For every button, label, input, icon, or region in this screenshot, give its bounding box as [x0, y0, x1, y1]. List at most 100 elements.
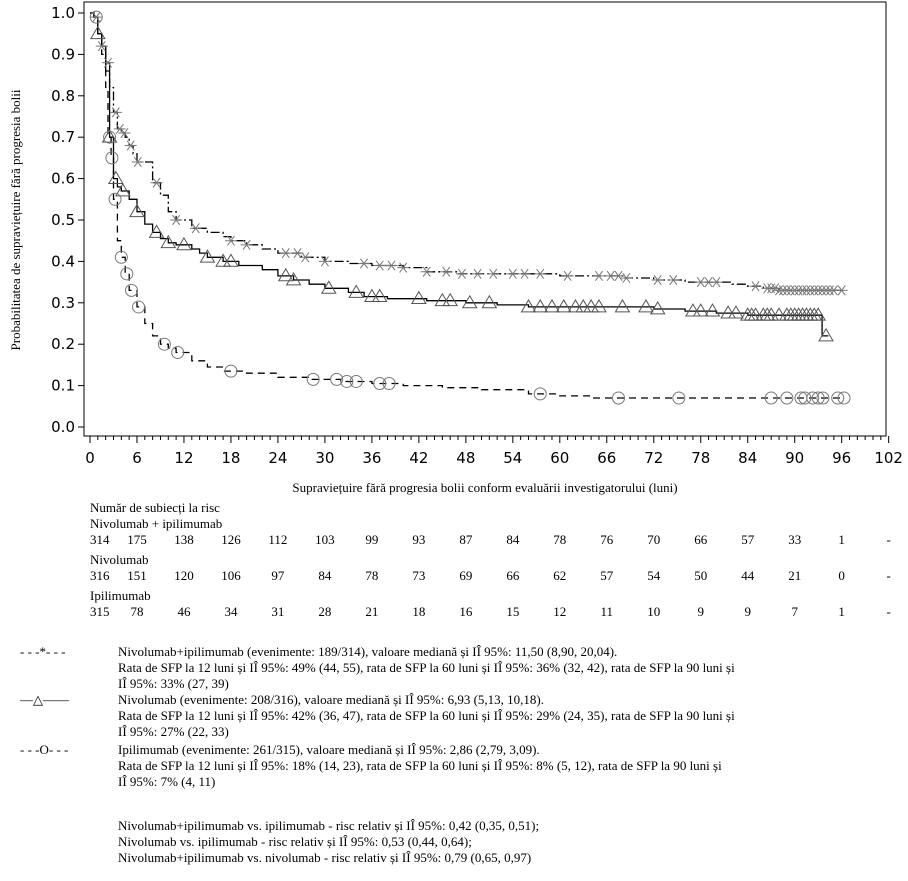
risk-cell: 34: [224, 604, 238, 619]
x-tick-label: 78: [691, 449, 710, 467]
risk-cell: 31: [271, 604, 285, 619]
legend-text: Ipilimumab (evenimente: 261/315), valoar…: [118, 742, 540, 757]
risk-cell: 99: [365, 532, 379, 547]
censor-star: [487, 268, 500, 279]
censor-circle: [124, 283, 138, 297]
censor-triangle: [89, 25, 106, 40]
censor-star: [455, 268, 468, 279]
censor-triangle: [728, 305, 744, 319]
censor-star: [109, 107, 122, 118]
risk-cell: 66: [694, 532, 708, 547]
censor-triangle: [223, 253, 239, 267]
censor-star: [620, 272, 633, 284]
x-tick-label: 72: [644, 449, 663, 467]
x-axis-label: Supraviețuire fără progresia bolii confo…: [292, 480, 677, 495]
risk-cell: 57: [600, 568, 614, 583]
censor-star: [667, 274, 680, 286]
x-tick-label: 96: [832, 449, 851, 467]
censor-star: [440, 266, 453, 277]
censor-star: [561, 270, 574, 281]
risk-cell: 78: [365, 568, 379, 583]
legend-text: IÎ 95%: 27% (22, 33): [118, 724, 229, 739]
censor-star: [769, 283, 782, 294]
risk-group-label: Ipilimumab: [90, 588, 151, 603]
risk-group-label: Nivolumab + ipilimumab: [90, 516, 223, 531]
plot-frame: [83, 1, 887, 437]
risk-cell: 314: [90, 532, 110, 547]
risk-cell: 93: [412, 532, 426, 547]
censor-circle: [89, 10, 103, 24]
risk-cell: 70: [647, 532, 661, 547]
censor-star: [291, 248, 304, 259]
risk-cell: 50: [694, 568, 708, 583]
risk-cell: 57: [741, 532, 755, 547]
censor-circle: [672, 391, 686, 405]
risk-cell: 28: [318, 604, 332, 619]
risk-cell: 97: [271, 568, 285, 583]
censor-circle: [105, 151, 119, 165]
risk-cell: 15: [506, 604, 520, 619]
risk-cell: 21: [365, 604, 379, 619]
y-tick-label: 0.9: [51, 45, 75, 63]
censor-star: [534, 268, 547, 279]
censor-circle: [831, 391, 845, 405]
risk-cell: 11: [600, 604, 614, 619]
risk-cell: 1: [838, 604, 845, 619]
legend-text: Nivolumab+ipilimumab (evenimente: 189/31…: [118, 644, 618, 659]
risk-cell: 84: [318, 568, 332, 583]
risk-cell: 69: [459, 568, 473, 583]
censor-circle: [340, 374, 354, 388]
censor-triangle: [199, 249, 216, 263]
x-tick-label: 6: [132, 449, 142, 467]
risk-cell: 1: [838, 532, 845, 547]
censor-star: [318, 256, 331, 267]
risk-cell: 62: [553, 568, 567, 583]
hazard-ratio-text: Nivolumab+ipilimumab vs. nivolumab - ris…: [118, 850, 532, 865]
censor-circle: [382, 377, 396, 391]
censor-triangle: [747, 307, 764, 321]
censor-star: [373, 260, 386, 271]
censor-circle: [349, 374, 363, 388]
censor-circle: [798, 391, 812, 405]
risk-cell: 175: [127, 532, 147, 547]
censor-circle: [157, 337, 171, 351]
censor-star: [170, 214, 183, 226]
risk-cell: 103: [315, 532, 335, 547]
x-tick-label: 66: [597, 449, 616, 467]
censor-star: [279, 248, 292, 259]
x-tick-label: 0: [85, 449, 95, 467]
x-tick-label: 102: [874, 449, 903, 467]
risk-cell: 0: [838, 568, 845, 583]
risk-cell: 44: [741, 568, 755, 583]
x-tick-label: 18: [221, 449, 240, 467]
censor-triangle: [810, 307, 827, 321]
x-tick-label: 30: [315, 449, 334, 467]
risk-cell: 18: [412, 604, 426, 619]
censor-triangle: [320, 280, 337, 294]
risk-cell: 120: [174, 568, 194, 583]
censor-triangle: [371, 288, 388, 302]
censor-circle: [806, 391, 820, 405]
y-axis-label: Probabilitatea de supraviețuire fără pro…: [8, 89, 23, 350]
censor-star: [397, 262, 410, 273]
censor-star: [95, 41, 108, 52]
censor-star: [299, 252, 312, 263]
censor-circle: [108, 192, 122, 206]
censor-circle: [120, 267, 134, 281]
risk-cell: 138: [174, 532, 194, 547]
censor-triangle: [277, 267, 294, 282]
censor-triangle: [107, 170, 124, 184]
y-tick-label: 0.3: [51, 294, 75, 312]
risk-cell: 315: [90, 604, 110, 619]
risk-cell: 78: [130, 604, 144, 619]
censor-triangle: [575, 298, 592, 313]
censor-star: [118, 127, 131, 139]
censor-circle: [224, 364, 238, 378]
censor-triangle: [348, 284, 365, 298]
legend-text: Rata de SFP la 12 luni și IÎ 95%: 18% (1…: [118, 758, 722, 773]
y-tick-label: 1.0: [51, 4, 75, 22]
censor-star: [749, 281, 762, 292]
series-line-1: [90, 12, 829, 337]
risk-cell: -: [886, 568, 891, 583]
legend-text: Rata de SFP la 12 luni și IÎ 95%: 42% (3…: [118, 708, 735, 723]
